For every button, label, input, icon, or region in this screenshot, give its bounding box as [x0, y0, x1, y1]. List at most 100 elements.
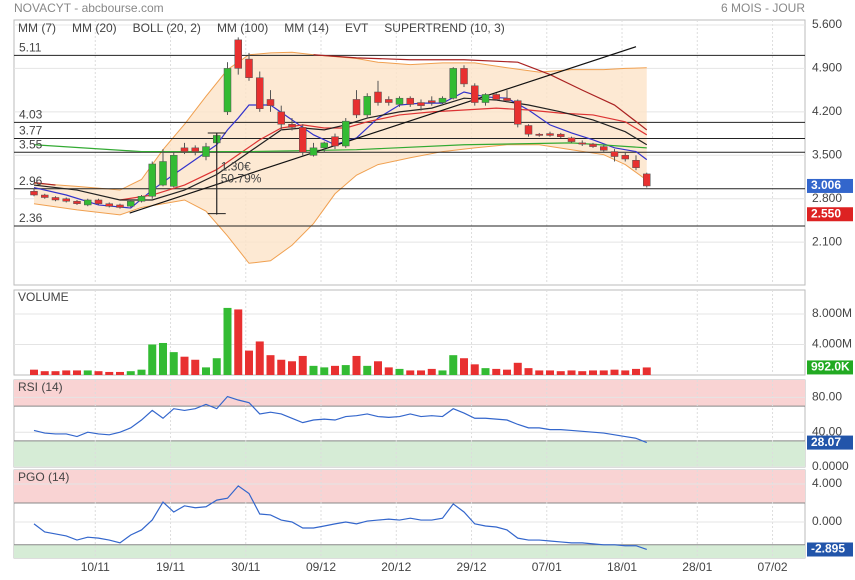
volume-bar	[535, 370, 544, 375]
oversold-zone	[14, 544, 805, 558]
candle-body	[438, 97, 447, 103]
volume-bar	[492, 368, 501, 375]
legend-entry: MM (20)	[72, 21, 117, 35]
y-tick-label: 2.800	[812, 191, 842, 205]
candle-body	[309, 147, 318, 156]
legend-entry: EVT	[345, 21, 369, 35]
boll-band	[33, 52, 647, 264]
overbought-zone	[14, 470, 805, 503]
candle-body	[137, 196, 146, 202]
volume-bar	[288, 361, 297, 375]
candle-body	[632, 160, 640, 168]
volume-bar	[62, 370, 71, 375]
candle-body	[299, 127, 307, 153]
candle-body	[471, 85, 479, 103]
y-tick-label: 80.00	[812, 390, 842, 404]
volume-bar	[384, 367, 393, 375]
volume-bar	[180, 356, 189, 375]
volume-bar	[406, 370, 415, 375]
volume-bar	[427, 368, 436, 375]
volume-bar	[589, 370, 598, 375]
volume-bar	[223, 307, 232, 375]
candle-body	[331, 136, 339, 147]
panel-background	[13, 289, 806, 376]
volume-bar	[255, 341, 264, 375]
x-tick-label: 18/01	[607, 560, 637, 574]
volume-bar	[513, 362, 522, 375]
candle-body	[126, 200, 135, 207]
candle-body	[374, 91, 382, 103]
volume-bar	[94, 371, 103, 375]
volume-bar	[266, 355, 275, 375]
candle-body	[51, 197, 60, 201]
candle-body	[557, 133, 565, 137]
y-tick-label: 3.500	[812, 147, 842, 161]
y-tick-label: 5.600	[812, 17, 842, 31]
volume-bar	[556, 371, 565, 375]
legend-entry: MM (14)	[284, 21, 329, 35]
trendline	[129, 46, 637, 214]
candle-body	[148, 163, 156, 197]
volume-bar	[524, 368, 533, 375]
candle-body	[600, 146, 608, 151]
level-label: 2.36	[19, 211, 43, 225]
volume-bar	[51, 371, 60, 375]
y-tick-label: 8.000M	[812, 306, 852, 320]
candle-body	[524, 125, 533, 135]
ma-line	[33, 97, 648, 201]
x-tick-label: 30/11	[231, 560, 260, 574]
volume-bar	[546, 370, 555, 375]
candle-body	[30, 191, 38, 196]
level-label: 4.03	[19, 108, 43, 122]
candle-body	[288, 124, 296, 128]
chart-title: NOVACYT - abcbourse.com	[14, 1, 164, 15]
volume-bar	[417, 370, 426, 375]
volume-bar	[642, 367, 651, 375]
measure-label: 50.79%	[221, 171, 262, 185]
value-box-label: 28.07	[811, 435, 841, 449]
x-tick-label: 20/12	[381, 560, 411, 574]
volume-bar	[578, 371, 587, 375]
indicator-line	[33, 485, 647, 551]
ma-line	[119, 107, 648, 201]
candle-body	[320, 142, 329, 149]
volume-bar	[363, 365, 372, 375]
candle-body	[417, 102, 425, 106]
candle-body	[202, 146, 210, 157]
legend-entry: MM (100)	[217, 21, 268, 35]
candle-body	[428, 100, 436, 103]
candle-body	[460, 68, 468, 85]
value-box	[807, 542, 853, 557]
panel-title: RSI (14)	[18, 380, 63, 394]
candle-body	[234, 39, 242, 69]
x-tick-label: 19/11	[156, 560, 185, 574]
candle-body	[535, 133, 544, 136]
x-tick-label: 09/12	[306, 560, 336, 574]
candle-body	[159, 161, 167, 186]
volume-bar	[29, 369, 38, 375]
candle-body	[610, 151, 619, 157]
volume-bar	[158, 342, 167, 375]
volume-bar	[201, 367, 210, 375]
volume-bar	[320, 367, 329, 375]
indicator-line	[33, 395, 647, 444]
panel	[14, 20, 805, 285]
candle-body	[643, 173, 651, 187]
y-tick-label: 4.200	[812, 104, 842, 118]
value-box-label: 2.550	[811, 206, 841, 220]
volume-bar	[567, 370, 576, 375]
candle-body	[589, 143, 597, 147]
volume-bar	[191, 359, 200, 375]
candle-body	[73, 200, 81, 204]
volume-bar	[449, 355, 458, 375]
candle-body	[385, 99, 393, 103]
volume-bar	[212, 358, 221, 375]
candle-body	[191, 147, 199, 152]
candle-body	[180, 147, 189, 152]
value-box	[807, 207, 853, 222]
candle-body	[514, 100, 522, 125]
candle-body	[116, 204, 124, 208]
y-tick-label: 4.000M	[812, 337, 852, 351]
volume-bar	[105, 371, 114, 375]
